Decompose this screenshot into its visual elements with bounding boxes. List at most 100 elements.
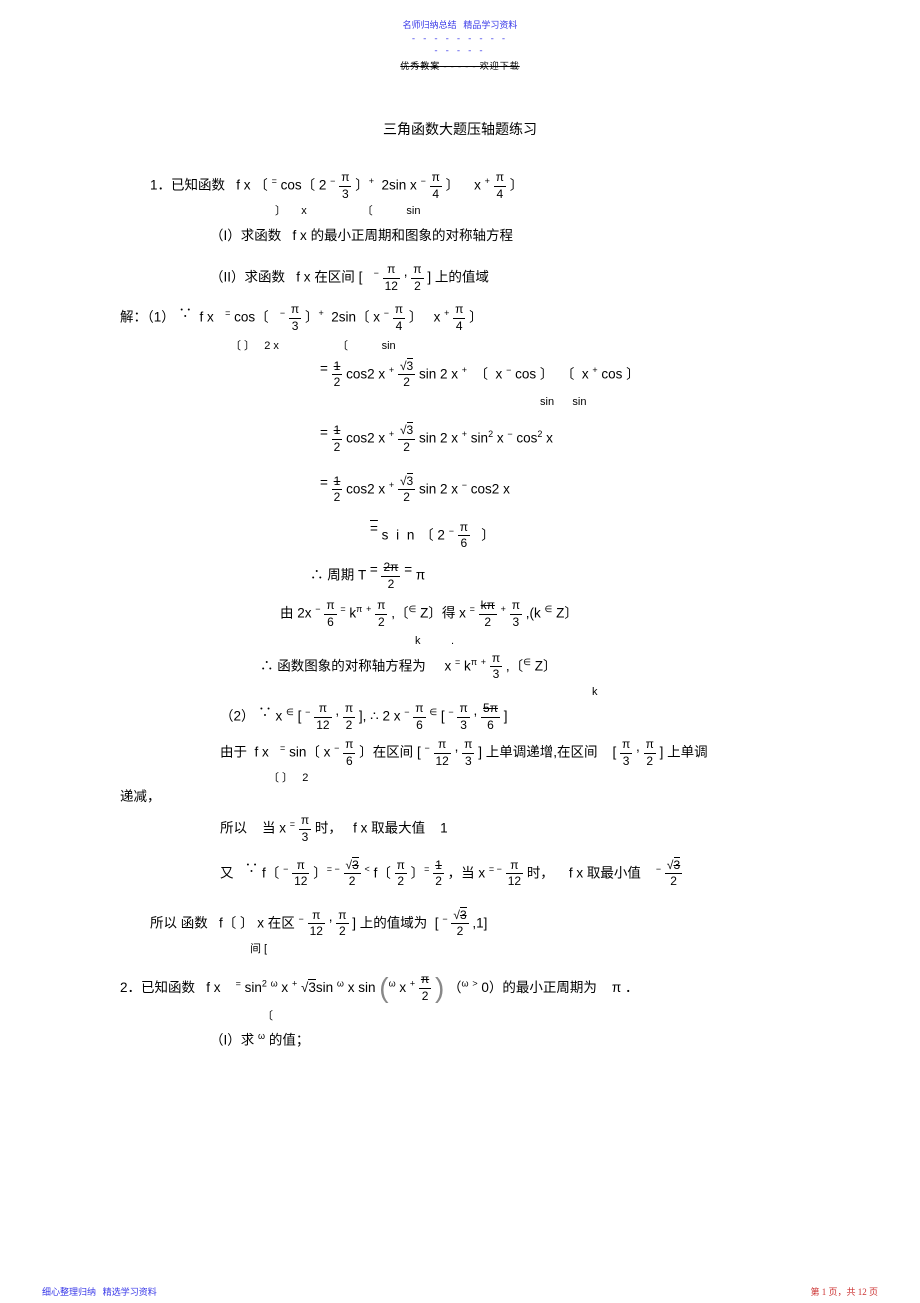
solution2-max: 所以 当 x = π3 时， f x 取最大值 1 bbox=[120, 813, 800, 845]
sin: sin bbox=[316, 980, 333, 995]
header-dashes-2: - - - - - bbox=[0, 45, 920, 55]
func-fx: f x bbox=[236, 178, 250, 193]
omega: ω bbox=[258, 1031, 265, 1041]
solution1-axis-sub: k . bbox=[120, 634, 800, 648]
x: x bbox=[474, 178, 481, 193]
solution1-step2-sub: sin sin bbox=[120, 395, 800, 409]
solution1-line1: 解：（1） ∵ f x = cos〔 − π3 〕+ 2sin〔 x − π4 … bbox=[120, 302, 800, 334]
dang: 当 bbox=[262, 821, 276, 836]
footer-left-2: 精选学习资料 bbox=[103, 1287, 157, 1297]
x: x bbox=[459, 606, 466, 621]
sin: sin bbox=[406, 205, 420, 217]
shi: 时， bbox=[527, 865, 554, 880]
fx: f x bbox=[206, 980, 220, 995]
interval-in: 在区间 [ bbox=[373, 745, 421, 760]
pi: π bbox=[324, 598, 336, 615]
solution1-step4: = 12 cos2 x + √32 sin 2 x − cos2 x bbox=[120, 474, 800, 506]
sin-spaced: s i n bbox=[382, 527, 417, 542]
problem1-stem-sub: 〕 x 〔 sin bbox=[120, 204, 800, 218]
pi: π bbox=[339, 170, 351, 187]
pi: π bbox=[458, 520, 470, 537]
omega: ω bbox=[389, 978, 396, 988]
cos: cos bbox=[234, 310, 255, 325]
header-right: 精品学习资料 bbox=[463, 20, 517, 30]
sin: sin bbox=[289, 745, 306, 760]
min: 取最小值 bbox=[587, 865, 641, 880]
prob2-text: 已知函数 bbox=[141, 980, 195, 995]
page-header: 名师归纳总结 精品学习资料 - - - - - - - - - - - - - … bbox=[0, 0, 920, 72]
f: f bbox=[374, 865, 378, 880]
fx: f x bbox=[200, 310, 214, 325]
solution2-min: 又 ∵ f〔 − π12 〕= − √32 < f〔 π2 〕= 12 ，当 x… bbox=[120, 858, 800, 890]
problem1-text: 已知函数 bbox=[171, 178, 225, 193]
mono-inc: ] 上单调递增,在区间 bbox=[478, 745, 597, 760]
pi: π bbox=[411, 262, 423, 279]
get: 得 bbox=[442, 606, 456, 621]
three: 3 bbox=[339, 187, 351, 203]
you: 又 bbox=[220, 865, 234, 880]
three: 3 bbox=[289, 319, 301, 335]
cos2x: cos2 x bbox=[346, 431, 385, 446]
suoyi2: 所以 函数 bbox=[150, 915, 208, 930]
problem1-part-II: （II）求函数 f x 在区间 [ − π12 , π2 ] 上的值域 bbox=[120, 262, 800, 294]
sin2x: sin 2 x bbox=[419, 481, 458, 496]
twox: 2x bbox=[297, 606, 311, 621]
pi: π bbox=[430, 170, 442, 187]
pi: π bbox=[612, 980, 621, 995]
part2-label: （2） bbox=[220, 709, 255, 724]
omega: ω bbox=[337, 978, 344, 988]
part-I-rest: 的最小正周期和图象的对称轴方程 bbox=[311, 228, 514, 243]
omega: ω bbox=[462, 978, 469, 988]
part-II-end: ] 上的值域 bbox=[427, 270, 489, 285]
solution1-step5: = s i n 〔 2 − π6 〕 bbox=[120, 520, 800, 552]
shi: 时， bbox=[315, 821, 342, 836]
header-subtitle: 优秀教案 - - - - - 欢迎下载 bbox=[0, 59, 920, 72]
solution1-axis-eq: 由 2x − π6 = kπ + π2 ,〔∈ Z〕得 x = kπ2 + π3… bbox=[120, 598, 800, 630]
part-I-label: （I）求函数 bbox=[210, 228, 281, 243]
fx: f x bbox=[293, 228, 307, 243]
header-title: 名师归纳总结 精品学习资料 bbox=[0, 18, 920, 31]
solution2-range: 所以 函数 f〔 〕 x 在区 − π12 , π2 ] 上的值域为 [ − √… bbox=[120, 908, 800, 940]
document-content: 三角函数大题压轴题练习 1．已知函数 f x 〔 = cos〔 2 − π3 〕… bbox=[0, 72, 920, 1049]
sol-label: 解：（1） bbox=[120, 310, 175, 325]
therefore: ∴ bbox=[310, 568, 324, 583]
T: T bbox=[358, 568, 366, 583]
one: 1 bbox=[440, 821, 448, 836]
part-I: （I）求 bbox=[210, 1032, 254, 1047]
sin: sin bbox=[572, 396, 586, 408]
solution1-axis-result: ∴ 函数图象的对称轴方程为 x = kπ + π3 ,〔∈ Z〕 bbox=[120, 651, 800, 683]
fx: f x bbox=[569, 865, 583, 880]
prob2-num: 2． bbox=[120, 980, 141, 995]
max: 取最大值 bbox=[371, 821, 425, 836]
fx: f x bbox=[296, 270, 310, 285]
cos2x: cos2 x bbox=[346, 367, 385, 382]
dot: ． bbox=[625, 980, 639, 995]
problem1-part-I: （I）求函数 f x 的最小正周期和图象的对称轴方程 bbox=[120, 227, 800, 245]
solution2-mono-sub: 〔 〕 2 bbox=[120, 771, 800, 785]
four: 4 bbox=[393, 319, 405, 335]
document-title: 三角函数大题压轴题练习 bbox=[120, 122, 800, 140]
footer-left-1: 细心整理归纳 bbox=[42, 1287, 96, 1297]
pi: π bbox=[494, 170, 506, 187]
sin: sin bbox=[540, 396, 554, 408]
mono-dec: ] 上单调 bbox=[660, 745, 708, 760]
four: 4 bbox=[453, 319, 465, 335]
axis-label: 函数图象的对称轴方程为 bbox=[277, 658, 426, 673]
solution1-step3: = 12 cos2 x + √32 sin 2 x + sin2 x − cos… bbox=[120, 423, 800, 455]
problem2-part-I: （I）求 ω 的值； bbox=[120, 1031, 800, 1049]
cos: cos bbox=[281, 178, 302, 193]
by: 由 bbox=[280, 606, 294, 621]
solution2-dijian: 递减， bbox=[120, 788, 800, 806]
four: 4 bbox=[494, 187, 506, 203]
problem1-stem: 1．已知函数 f x 〔 = cos〔 2 − π3 〕+ 2sin x − π… bbox=[120, 170, 800, 202]
sin: sin bbox=[245, 980, 262, 995]
range-label: ] 上的值域为 bbox=[352, 915, 427, 930]
part-II-label: （II）求函数 bbox=[210, 270, 285, 285]
twox: 2 x bbox=[264, 340, 279, 352]
sin2x: sin 2 x bbox=[419, 367, 458, 382]
one-bracket: ,1] bbox=[472, 915, 487, 930]
header-dashes-1: - - - - - - - - - bbox=[0, 33, 920, 43]
twelve: 12 bbox=[383, 279, 400, 295]
solution1-axis-sub2: k bbox=[120, 685, 800, 699]
pi: π bbox=[289, 302, 301, 319]
